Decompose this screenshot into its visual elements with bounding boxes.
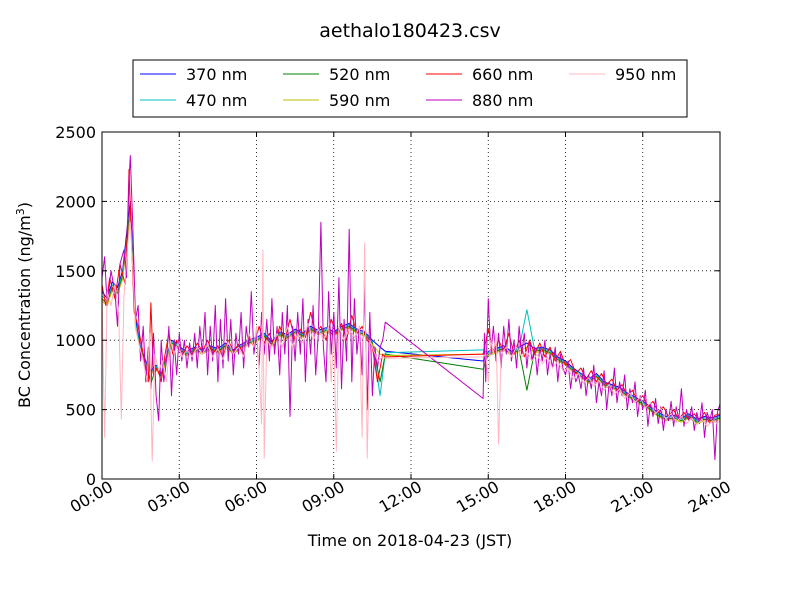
y-axis-label: BC Concentration (ng/m3) bbox=[14, 202, 34, 408]
y-tick-label: 2500 bbox=[55, 123, 96, 142]
legend: 370 nm 470 nm 520 nm 590 nm 660 nm 880 nm 950 … bbox=[132, 59, 688, 118]
chart-title: aethalo180423.csv bbox=[319, 20, 501, 42]
series-lines bbox=[101, 155, 721, 462]
x-tick-label: 18:00 bbox=[530, 477, 579, 517]
legend-label: 470 nm bbox=[186, 91, 247, 110]
y-tick-label: 500 bbox=[65, 401, 96, 420]
x-tick-label: 21:00 bbox=[607, 477, 656, 517]
y-axis-label-superscript: 3 bbox=[14, 208, 27, 215]
legend-label: 880 nm bbox=[472, 91, 533, 110]
y-tick-label: 1000 bbox=[55, 331, 96, 350]
series-line-470-nm bbox=[101, 207, 721, 422]
x-tick-label: 03:00 bbox=[144, 477, 193, 517]
x-axis-label: Time on 2018-04-23 (JST) bbox=[307, 531, 512, 550]
series-line-520-nm bbox=[101, 212, 721, 423]
series-line-370-nm bbox=[101, 200, 721, 420]
legend-label: 370 nm bbox=[186, 65, 247, 84]
x-tick-label: 09:00 bbox=[298, 477, 347, 517]
y-tick-label: 2000 bbox=[55, 192, 96, 211]
y-axis-label-close: ) bbox=[15, 202, 34, 208]
y-axis-label-main: BC Concentration (ng/m bbox=[15, 215, 34, 408]
y-axis: 0 500 1000 1500 2000 2500 bbox=[55, 123, 720, 489]
legend-label: 950 nm bbox=[615, 65, 676, 84]
y-tick-label: 1500 bbox=[55, 262, 96, 281]
series-line-950-nm bbox=[101, 221, 721, 462]
legend-label: 590 nm bbox=[329, 91, 390, 110]
legend-frame bbox=[132, 59, 688, 118]
x-tick-label: 12:00 bbox=[376, 477, 425, 517]
gridlines bbox=[101, 131, 721, 480]
x-axis: 00:00 03:00 06:00 09:00 12:00 15:00 18:00 21:00… bbox=[67, 132, 734, 517]
legend-label: 660 nm bbox=[472, 65, 533, 84]
x-tick-label: 15:00 bbox=[453, 477, 502, 517]
x-tick-label: 24:00 bbox=[685, 477, 734, 517]
x-tick-label: 06:00 bbox=[221, 477, 270, 517]
legend-label: 520 nm bbox=[329, 65, 390, 84]
y-tick-label: 0 bbox=[86, 470, 96, 489]
